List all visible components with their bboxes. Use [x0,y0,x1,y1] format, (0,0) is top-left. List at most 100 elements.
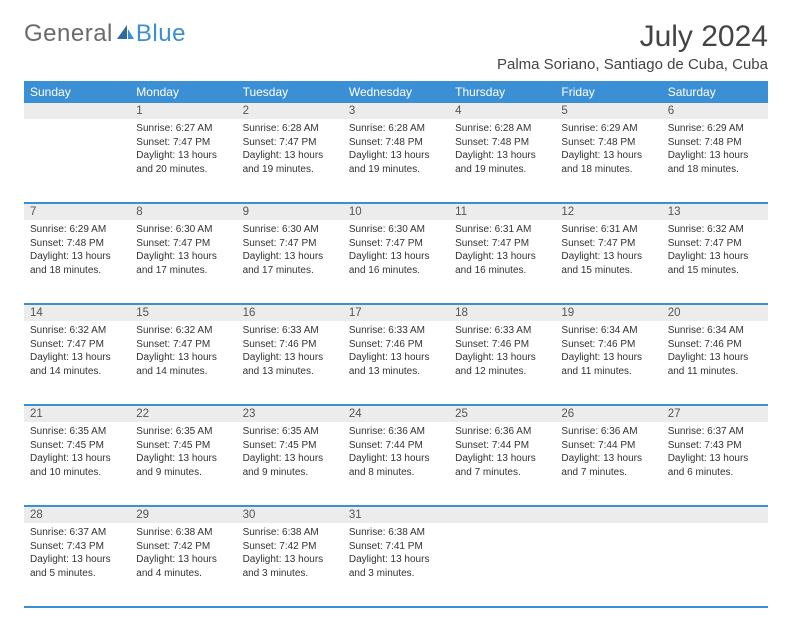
sunset-line: Sunset: 7:46 PM [349,338,443,352]
day-cell: Sunrise: 6:32 AMSunset: 7:47 PMDaylight:… [130,321,236,405]
day-cell: Sunrise: 6:29 AMSunset: 7:48 PMDaylight:… [555,119,661,203]
day-cell-content: Sunrise: 6:29 AMSunset: 7:48 PMDaylight:… [555,119,661,182]
day-cell-content: Sunrise: 6:38 AMSunset: 7:42 PMDaylight:… [130,523,236,586]
day1-line: Daylight: 13 hours [30,553,124,567]
day-cell-content: Sunrise: 6:31 AMSunset: 7:47 PMDaylight:… [555,220,661,283]
day-cell-content: Sunrise: 6:35 AMSunset: 7:45 PMDaylight:… [130,422,236,485]
day-cell: Sunrise: 6:33 AMSunset: 7:46 PMDaylight:… [449,321,555,405]
day2-line: and 11 minutes. [668,365,762,379]
day1-line: Daylight: 13 hours [561,250,655,264]
day1-line: Daylight: 13 hours [243,250,337,264]
day-cell: Sunrise: 6:35 AMSunset: 7:45 PMDaylight:… [130,422,236,506]
day-cell: Sunrise: 6:36 AMSunset: 7:44 PMDaylight:… [555,422,661,506]
sunset-line: Sunset: 7:47 PM [349,237,443,251]
day1-line: Daylight: 13 hours [349,553,443,567]
day-cell [662,523,768,607]
sunset-line: Sunset: 7:42 PM [136,540,230,554]
sunrise-line: Sunrise: 6:36 AM [561,425,655,439]
day1-line: Daylight: 13 hours [668,250,762,264]
day-cell-content [662,523,768,532]
day-number: 6 [662,103,768,119]
sunset-line: Sunset: 7:42 PM [243,540,337,554]
day1-line: Daylight: 13 hours [349,149,443,163]
day1-line: Daylight: 13 hours [243,553,337,567]
sunset-line: Sunset: 7:48 PM [668,136,762,150]
sunset-line: Sunset: 7:47 PM [136,237,230,251]
day1-line: Daylight: 13 hours [668,149,762,163]
sunrise-line: Sunrise: 6:28 AM [243,122,337,136]
sunrise-line: Sunrise: 6:38 AM [349,526,443,540]
sunrise-line: Sunrise: 6:34 AM [668,324,762,338]
day1-line: Daylight: 13 hours [455,452,549,466]
day2-line: and 14 minutes. [136,365,230,379]
sunset-line: Sunset: 7:46 PM [455,338,549,352]
sunset-line: Sunset: 7:46 PM [243,338,337,352]
day-cell-content: Sunrise: 6:30 AMSunset: 7:47 PMDaylight:… [130,220,236,283]
day-cell: Sunrise: 6:30 AMSunset: 7:47 PMDaylight:… [343,220,449,304]
month-title: July 2024 [497,20,768,54]
day-cell: Sunrise: 6:27 AMSunset: 7:47 PMDaylight:… [130,119,236,203]
weekday-header: Monday [130,81,236,103]
sunrise-line: Sunrise: 6:38 AM [136,526,230,540]
day2-line: and 17 minutes. [243,264,337,278]
day-number: 24 [343,405,449,422]
day-cell-content: Sunrise: 6:30 AMSunset: 7:47 PMDaylight:… [343,220,449,283]
day2-line: and 4 minutes. [136,567,230,581]
sunset-line: Sunset: 7:47 PM [561,237,655,251]
sunset-line: Sunset: 7:47 PM [136,338,230,352]
day-number-row: 28293031 [24,506,768,523]
logo: GeneralBlue [24,20,186,48]
day-number: 8 [130,203,236,220]
day-cell: Sunrise: 6:28 AMSunset: 7:48 PMDaylight:… [449,119,555,203]
weekday-header-row: Sunday Monday Tuesday Wednesday Thursday… [24,81,768,103]
day-number: 15 [130,304,236,321]
day-cell-content [449,523,555,532]
day-number: 31 [343,506,449,523]
day-cell: Sunrise: 6:33 AMSunset: 7:46 PMDaylight:… [237,321,343,405]
day1-line: Daylight: 13 hours [30,250,124,264]
day-cell: Sunrise: 6:31 AMSunset: 7:47 PMDaylight:… [449,220,555,304]
sunrise-line: Sunrise: 6:30 AM [136,223,230,237]
sunrise-line: Sunrise: 6:27 AM [136,122,230,136]
day-cell: Sunrise: 6:31 AMSunset: 7:47 PMDaylight:… [555,220,661,304]
sunrise-line: Sunrise: 6:33 AM [455,324,549,338]
sunrise-line: Sunrise: 6:30 AM [243,223,337,237]
week-row: Sunrise: 6:32 AM Sunset: 7:47 PMDaylight:… [24,321,768,405]
weekday-header: Wednesday [343,81,449,103]
day1-line: Daylight: 13 hours [136,351,230,365]
day-cell-content: Sunrise: 6:28 AMSunset: 7:48 PMDaylight:… [343,119,449,182]
day2-line: and 7 minutes. [455,466,549,480]
day1-line: Daylight: 13 hours [136,452,230,466]
day-cell-content: Sunrise: 6:37 AMSunset: 7:43 PMDaylight:… [662,422,768,485]
sunrise-line: Sunrise: 6:35 AM [30,425,124,439]
week-row: Sunrise: 6:29 AMSunset: 7:48 PMDaylight:… [24,220,768,304]
day-cell: Sunrise: 6:30 AMSunset: 7:47 PMDaylight:… [130,220,236,304]
sunset-line: Sunset: 7:45 PM [30,439,124,453]
day-number: 12 [555,203,661,220]
day1-line: Daylight: 13 hours [243,452,337,466]
day-cell-content: Sunrise: 6:36 AMSunset: 7:44 PMDaylight:… [343,422,449,485]
day-number: 7 [24,203,130,220]
day-number: 20 [662,304,768,321]
day2-line: and 19 minutes. [243,163,337,177]
day-cell-content: Sunrise: 6:32 AMSunset: 7:47 PMDaylight:… [24,321,130,384]
day-number: 5 [555,103,661,119]
sunset-line: Sunset: 7:47 PM [455,237,549,251]
day2-line: and 16 minutes. [349,264,443,278]
day-number-row: 14151617181920 [24,304,768,321]
sunrise-line: Sunrise: 6:37 AM [30,526,124,540]
day-number: 9 [237,203,343,220]
day-cell: Sunrise: 6:28 AMSunset: 7:47 PMDaylight:… [237,119,343,203]
sunrise-line: Sunrise: 6:36 AM [455,425,549,439]
day2-line: and 18 minutes. [561,163,655,177]
day-number-row: 123456 [24,103,768,119]
sunset-line: Sunset: 7:47 PM [243,237,337,251]
day2-line: and 17 minutes. [136,264,230,278]
calendar-table: Sunday Monday Tuesday Wednesday Thursday… [24,81,768,608]
day-cell: Sunrise: 6:36 AMSunset: 7:44 PMDaylight:… [449,422,555,506]
sunrise-line: Sunrise: 6:35 AM [243,425,337,439]
sunrise-line: Sunrise: 6:32 AM [30,324,124,338]
sunrise-line: Sunrise: 6:32 AM [668,223,762,237]
sunrise-line: Sunrise: 6:34 AM [561,324,655,338]
day-cell-content: Sunrise: 6:38 AMSunset: 7:41 PMDaylight:… [343,523,449,586]
